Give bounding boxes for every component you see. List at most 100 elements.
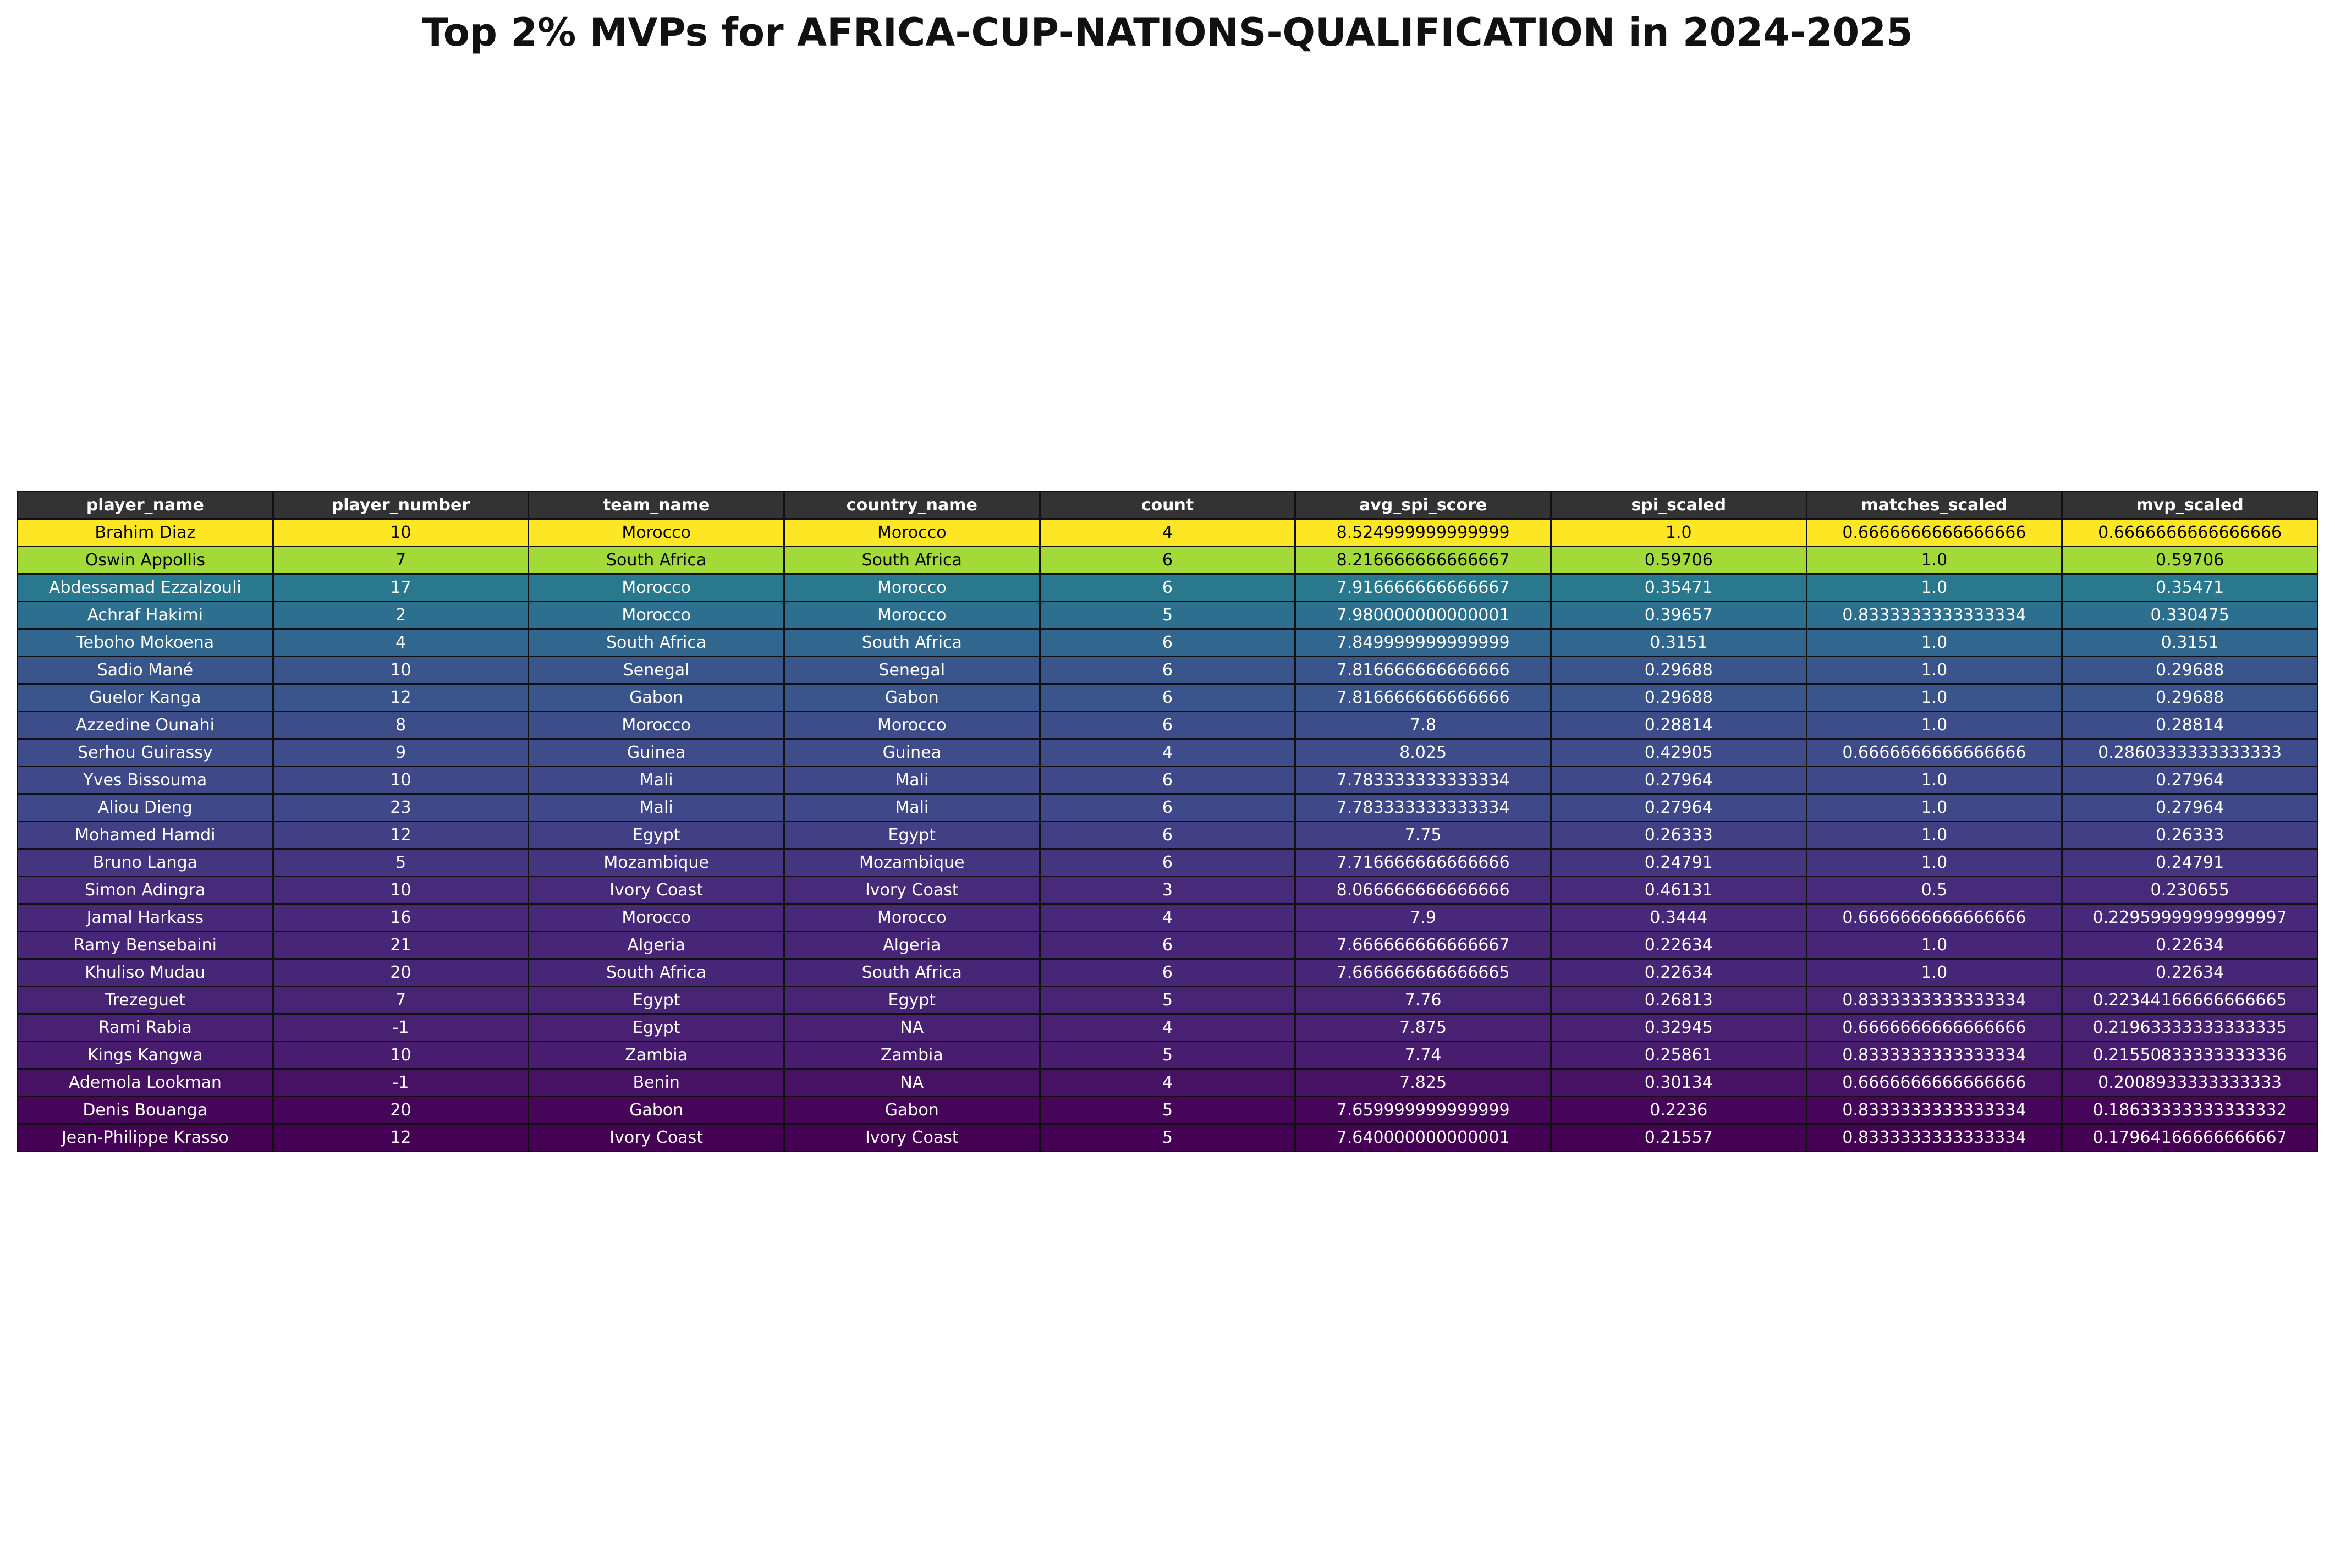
column-header-player-number: player_number [272, 491, 530, 520]
cell-count: 5 [1039, 1096, 1296, 1125]
cell-mvp-scaled: 0.59706 [2061, 546, 2318, 575]
cell-team-name: Morocco [528, 518, 785, 547]
cell-count: 6 [1039, 546, 1296, 575]
cell-team-name: Guinea [528, 738, 785, 767]
cell-mvp-scaled: 0.22959999999999997 [2061, 903, 2318, 932]
cell-mvp-scaled: 0.330475 [2061, 601, 2318, 630]
table-row: Jean-Philippe Krasso 12 Ivory Coast Ivory C… [17, 1123, 2318, 1152]
cell-team-name: Benin [528, 1068, 785, 1097]
table-row: Ramy Bensebaini 21 Algeria Algeria 6 7.666666… [17, 931, 2318, 960]
table-row: Brahim Diaz 10 Morocco Morocco 4 8.5249999999… [17, 518, 2318, 547]
cell-team-name: Morocco [528, 903, 785, 932]
cell-avg-spi-score: 7.76 [1294, 986, 1552, 1015]
cell-mvp-scaled: 0.17964166666666667 [2061, 1123, 2318, 1152]
cell-player-number: 10 [272, 518, 530, 547]
cell-count: 6 [1039, 683, 1296, 712]
cell-player-name: Ramy Bensebaini [17, 931, 274, 960]
cell-player-name: Ademola Lookman [17, 1068, 274, 1097]
cell-player-number: 12 [272, 821, 530, 850]
cell-player-number: -1 [272, 1013, 530, 1042]
cell-country-name: South Africa [783, 628, 1041, 657]
cell-matches-scaled: 0.6666666666666666 [1805, 738, 2063, 767]
cell-player-name: Brahim Diaz [17, 518, 274, 547]
cell-player-number: 8 [272, 711, 530, 740]
cell-spi-scaled: 0.3444 [1550, 903, 1807, 932]
cell-matches-scaled: 1.0 [1805, 711, 2063, 740]
cell-avg-spi-score: 8.524999999999999 [1294, 518, 1552, 547]
cell-mvp-scaled: 0.6666666666666666 [2061, 518, 2318, 547]
table-row: Guelor Kanga 12 Gabon Gabon 6 7.8166666666666… [17, 683, 2318, 712]
cell-avg-spi-score: 7.75 [1294, 821, 1552, 850]
cell-avg-spi-score: 7.816666666666666 [1294, 656, 1552, 685]
cell-avg-spi-score: 7.825 [1294, 1068, 1552, 1097]
cell-player-number: 12 [272, 683, 530, 712]
cell-spi-scaled: 0.27964 [1550, 766, 1807, 795]
cell-count: 6 [1039, 958, 1296, 987]
cell-avg-spi-score: 7.666666666666665 [1294, 958, 1552, 987]
cell-player-name: Khuliso Mudau [17, 958, 274, 987]
cell-team-name: South Africa [528, 546, 785, 575]
cell-player-number: 17 [272, 573, 530, 602]
cell-player-name: Guelor Kanga [17, 683, 274, 712]
cell-spi-scaled: 0.35471 [1550, 573, 1807, 602]
table-row: Khuliso Mudau 20 South Africa South Africa 6… [17, 958, 2318, 987]
column-header-avg-spi-score: avg_spi_score [1294, 491, 1552, 520]
cell-matches-scaled: 0.8333333333333334 [1805, 601, 2063, 630]
table-row: Trezeguet 7 Egypt Egypt 5 7.76 0.26813 0.833333… [17, 986, 2318, 1015]
cell-player-number: 9 [272, 738, 530, 767]
cell-team-name: Ivory Coast [528, 1123, 785, 1152]
cell-country-name: Senegal [783, 656, 1041, 685]
cell-team-name: Morocco [528, 573, 785, 602]
cell-spi-scaled: 0.3151 [1550, 628, 1807, 657]
cell-spi-scaled: 0.29688 [1550, 683, 1807, 712]
cell-player-number: 20 [272, 958, 530, 987]
cell-country-name: Egypt [783, 821, 1041, 850]
table-row: Achraf Hakimi 2 Morocco Morocco 5 7.980000000… [17, 601, 2318, 630]
cell-team-name: Egypt [528, 821, 785, 850]
cell-avg-spi-score: 7.716666666666666 [1294, 848, 1552, 877]
cell-player-name: Mohamed Hamdi [17, 821, 274, 850]
cell-mvp-scaled: 0.29688 [2061, 656, 2318, 685]
mvp-table: player_name player_number team_name country… [17, 491, 2318, 1152]
cell-player-name: Aliou Dieng [17, 793, 274, 822]
cell-mvp-scaled: 0.27964 [2061, 793, 2318, 822]
cell-spi-scaled: 0.59706 [1550, 546, 1807, 575]
cell-player-name: Bruno Langa [17, 848, 274, 877]
cell-avg-spi-score: 8.216666666666667 [1294, 546, 1552, 575]
cell-spi-scaled: 0.21557 [1550, 1123, 1807, 1152]
cell-team-name: Senegal [528, 656, 785, 685]
cell-matches-scaled: 1.0 [1805, 958, 2063, 987]
cell-player-number: 7 [272, 986, 530, 1015]
cell-mvp-scaled: 0.2860333333333333 [2061, 738, 2318, 767]
cell-mvp-scaled: 0.26333 [2061, 821, 2318, 850]
cell-spi-scaled: 0.22634 [1550, 931, 1807, 960]
cell-count: 6 [1039, 931, 1296, 960]
cell-avg-spi-score: 7.640000000000001 [1294, 1123, 1552, 1152]
cell-matches-scaled: 1.0 [1805, 628, 2063, 657]
cell-player-name: Oswin Appollis [17, 546, 274, 575]
cell-player-number: 10 [272, 876, 530, 905]
cell-matches-scaled: 1.0 [1805, 848, 2063, 877]
cell-count: 6 [1039, 711, 1296, 740]
cell-spi-scaled: 0.30134 [1550, 1068, 1807, 1097]
cell-team-name: Morocco [528, 601, 785, 630]
cell-avg-spi-score: 7.816666666666666 [1294, 683, 1552, 712]
cell-matches-scaled: 1.0 [1805, 766, 2063, 795]
column-header-spi-scaled: spi_scaled [1550, 491, 1807, 520]
table-row: Bruno Langa 5 Mozambique Mozambique 6 7.71666… [17, 848, 2318, 877]
cell-matches-scaled: 0.8333333333333334 [1805, 1123, 2063, 1152]
cell-team-name: Mali [528, 793, 785, 822]
cell-mvp-scaled: 0.230655 [2061, 876, 2318, 905]
cell-player-name: Azzedine Ounahi [17, 711, 274, 740]
cell-spi-scaled: 0.46131 [1550, 876, 1807, 905]
cell-avg-spi-score: 8.025 [1294, 738, 1552, 767]
cell-count: 5 [1039, 986, 1296, 1015]
cell-player-number: 10 [272, 656, 530, 685]
cell-matches-scaled: 0.6666666666666666 [1805, 1068, 2063, 1097]
cell-player-number: 7 [272, 546, 530, 575]
cell-country-name: South Africa [783, 546, 1041, 575]
cell-count: 6 [1039, 848, 1296, 877]
cell-avg-spi-score: 7.875 [1294, 1013, 1552, 1042]
cell-team-name: Ivory Coast [528, 876, 785, 905]
cell-team-name: Mali [528, 766, 785, 795]
